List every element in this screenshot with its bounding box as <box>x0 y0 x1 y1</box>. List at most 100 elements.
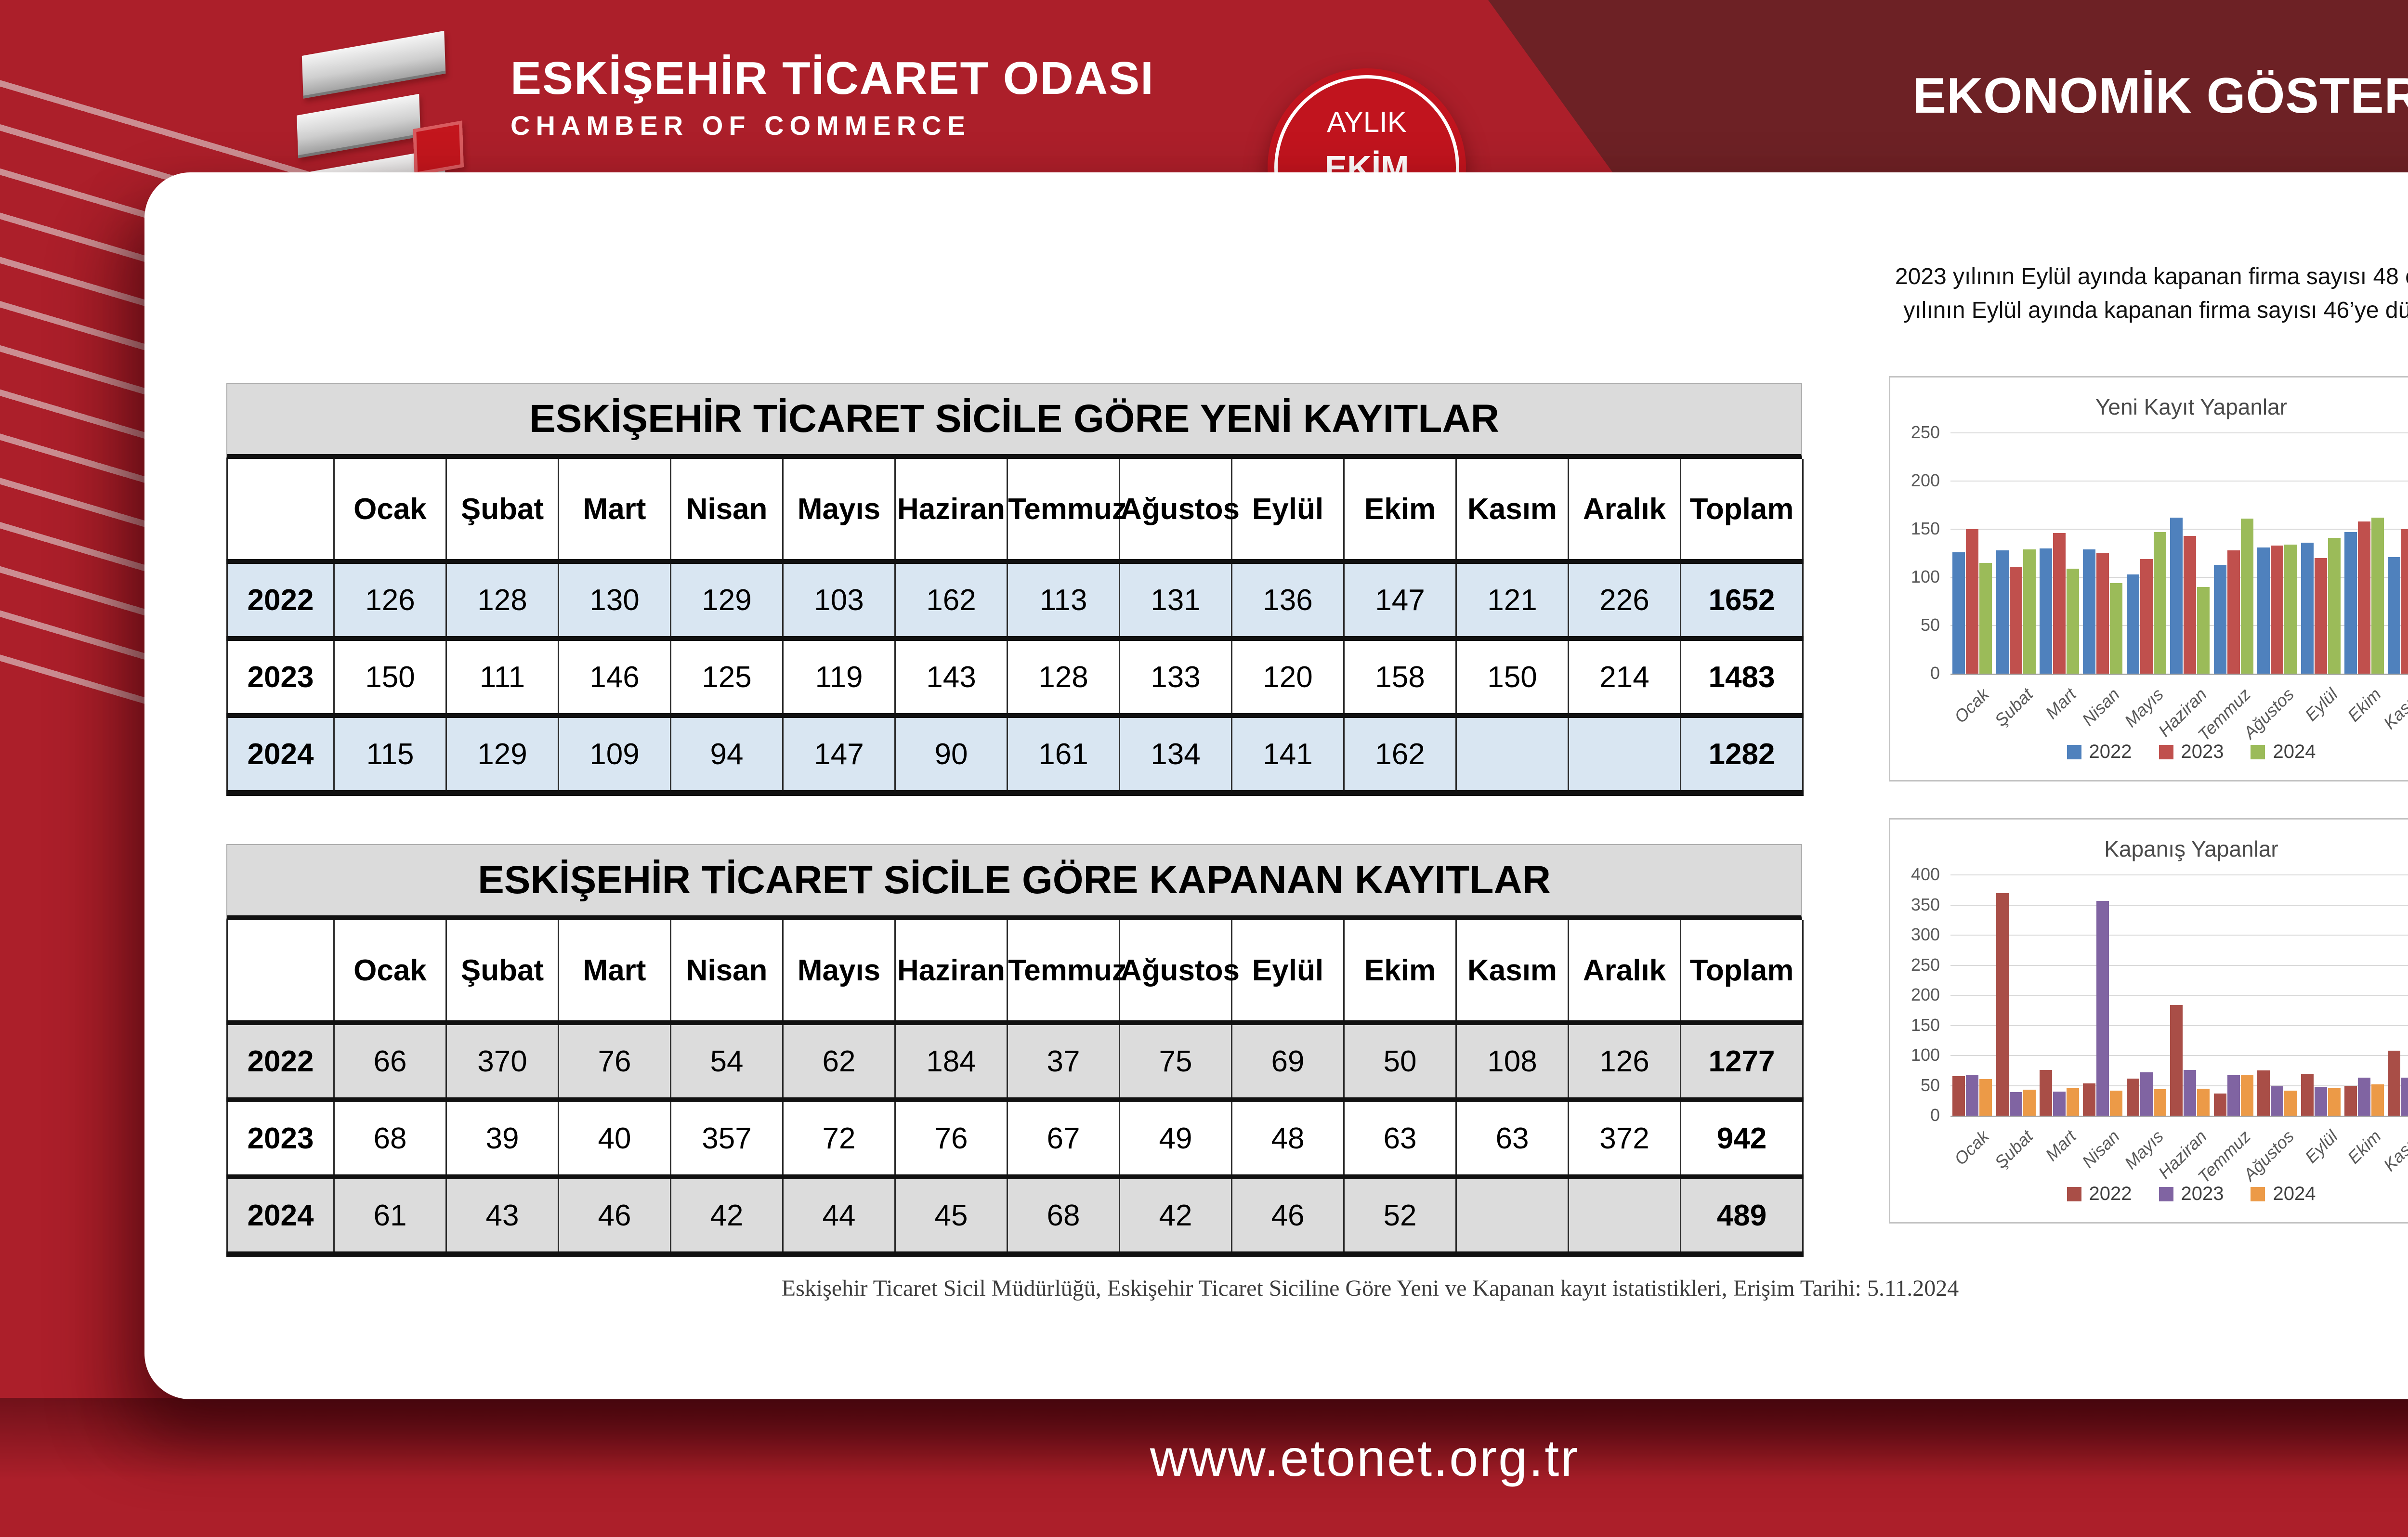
legend-label: 2023 <box>2181 741 2224 762</box>
chart-closures: Kapanış Yapanlar 0 50 100 150 200 250 300 350 40… <box>1889 818 2408 1224</box>
bar-2024-Ağustos <box>2284 1090 2297 1116</box>
column-header: Ocak <box>333 459 447 564</box>
x-axis-tick-label: Mart <box>2042 684 2081 723</box>
table-header-row: Ocak Şubat Mart Nisan Mayıs Haziran Temmuz Ağus… <box>226 459 1804 564</box>
table-cell: 119 <box>782 638 896 718</box>
table-cell: 161 <box>1007 716 1120 796</box>
bar-2022-Nisan <box>2083 1083 2096 1116</box>
table-cell: 44 <box>782 1177 896 1257</box>
table-cell: 43 <box>445 1177 559 1257</box>
table-cell: 128 <box>445 561 559 641</box>
table-row: 2022 66 370 76 54 62 184 37 75 69 50 108 126 1277 <box>226 1023 1804 1102</box>
bar-2023-Şubat <box>2009 1092 2022 1116</box>
table-cell: 76 <box>558 1023 671 1102</box>
bar-2022-Şubat <box>1996 893 2009 1116</box>
table-cell: 184 <box>894 1023 1008 1102</box>
bar-2024-Ocak <box>1979 1079 1992 1116</box>
table-cell <box>1568 716 1681 796</box>
column-header: Şubat <box>445 459 559 564</box>
x-axis-line <box>1950 1116 2408 1117</box>
table-cell: 63 <box>1343 1100 1457 1179</box>
badge-period-label: AYLIK <box>1327 106 1407 138</box>
legend-swatch <box>2159 744 2173 759</box>
bar-2022-Eylül <box>2301 543 2314 674</box>
bar-2024-Şubat <box>2023 1090 2036 1116</box>
bar-2022-Ağustos <box>2257 1070 2270 1116</box>
column-header: Temmuz <box>1007 459 1127 564</box>
bar-2024-Ekim <box>2371 518 2384 674</box>
table-header-row: Ocak Şubat Mart Nisan Mayıs Haziran Temmuz Ağus… <box>226 920 1804 1025</box>
table-cell: 111 <box>445 638 559 718</box>
bar-2024-Mayıs <box>2153 532 2166 674</box>
x-axis-tick-label: Nisan <box>2078 1126 2124 1172</box>
bar-2023-Mart <box>2053 1092 2066 1116</box>
bar-2022-Kasım <box>2388 557 2401 674</box>
summary-note: 2023 yılının Eylül ayında kapanan firma … <box>1895 264 2408 323</box>
new-registrations-table: ESKİŞEHİR TİCARET SİCİLE GÖRE YENİ KAYIT… <box>226 383 1804 796</box>
legend-item: 2024 <box>2251 1183 2316 1205</box>
table-row: 2024 115 129 109 94 147 90 161 134 141 162 1282 <box>226 716 1804 796</box>
column-header: Nisan <box>670 920 784 1025</box>
gridline <box>1950 432 2408 433</box>
bar-2023-Eylül <box>2314 1087 2327 1116</box>
bar-2023-Haziran <box>2184 1070 2197 1116</box>
bar-2024-Haziran <box>2197 1088 2210 1116</box>
gridline <box>1950 904 2408 906</box>
column-header: Aralık <box>1568 459 1681 564</box>
table-cell: 136 <box>1231 561 1345 641</box>
bar-2022-Kasım <box>2388 1051 2401 1116</box>
table-cell: 50 <box>1343 1023 1457 1102</box>
y-axis-tick-label: 50 <box>1920 1075 1940 1095</box>
org-name: ESKİŞEHİR TİCARET ODASI <box>510 52 1154 104</box>
row-year-label: 2022 <box>226 1023 335 1102</box>
y-axis-tick-label: 350 <box>1911 894 1940 914</box>
table-cell: 226 <box>1568 561 1681 641</box>
chart-legend: 2022 2023 2024 <box>1890 741 2408 763</box>
column-header: Mart <box>558 459 671 564</box>
x-axis-tick-label: Şubat <box>1990 1126 2037 1172</box>
row-year-label: 2023 <box>226 1100 335 1179</box>
legend-swatch <box>2067 744 2081 759</box>
table-cell: 129 <box>670 561 784 641</box>
page-title: EKONOMİK GÖSTERGELER <box>1912 68 2408 124</box>
legend-swatch <box>2067 1186 2081 1201</box>
table-cell: 130 <box>558 561 671 641</box>
x-axis-tick-label: Kasım <box>2380 684 2408 733</box>
column-header: Ekim <box>1343 459 1457 564</box>
table-cell <box>1455 1177 1569 1257</box>
website-url: www.etonet.org.tr <box>1150 1429 1580 1487</box>
row-total-cell: 942 <box>1680 1100 1804 1179</box>
legend-label: 2022 <box>2089 741 2132 762</box>
x-axis-tick-label: Şubat <box>1990 684 2037 730</box>
bar-2022-Mayıs <box>2126 1078 2139 1116</box>
x-axis-tick-label: Ocak <box>1950 1126 1993 1169</box>
bar-2023-Ocak <box>1966 529 1979 674</box>
table-cell: 68 <box>333 1100 447 1179</box>
chart-new-registrations: Yeni Kayıt Yapanlar 0 50 100 150 200 250 Ocak Ş… <box>1889 376 2408 782</box>
row-year-label: 2022 <box>226 561 335 641</box>
table-cell: 128 <box>1007 638 1120 718</box>
table-cell: 72 <box>782 1100 896 1179</box>
chart-title: Yeni Kayıt Yapanlar <box>2095 394 2288 419</box>
bar-2023-Haziran <box>2184 536 2197 674</box>
table-title: ESKİŞEHİR TİCARET SİCİLE GÖRE YENİ KAYIT… <box>226 383 1802 459</box>
y-axis-tick-label: 0 <box>1930 663 1940 683</box>
legend-swatch <box>2251 1186 2265 1201</box>
table-cell: 69 <box>1231 1023 1345 1102</box>
column-header: Haziran <box>894 459 1008 564</box>
table-cell: 162 <box>894 561 1008 641</box>
column-header: Ağustos <box>1119 459 1240 564</box>
bar-2022-Ekim <box>2344 1085 2357 1116</box>
column-header: Eylül <box>1231 920 1345 1025</box>
bar-2022-Temmuz <box>2213 565 2226 674</box>
bar-2023-Şubat <box>2009 567 2022 674</box>
y-axis-tick-label: 250 <box>1911 422 1940 442</box>
bar-2023-Kasım <box>2401 1078 2408 1116</box>
y-axis-tick-label: 400 <box>1911 864 1940 884</box>
column-header: Mayıs <box>782 920 896 1025</box>
closed-registrations-table: ESKİŞEHİR TİCARET SİCİLE GÖRE KAPANAN KA… <box>226 844 1804 1257</box>
bar-2024-Eylül <box>2328 538 2341 674</box>
table-cell: 40 <box>558 1100 671 1179</box>
y-axis-tick-label: 100 <box>1911 1045 1940 1065</box>
gridline <box>1950 995 2408 996</box>
